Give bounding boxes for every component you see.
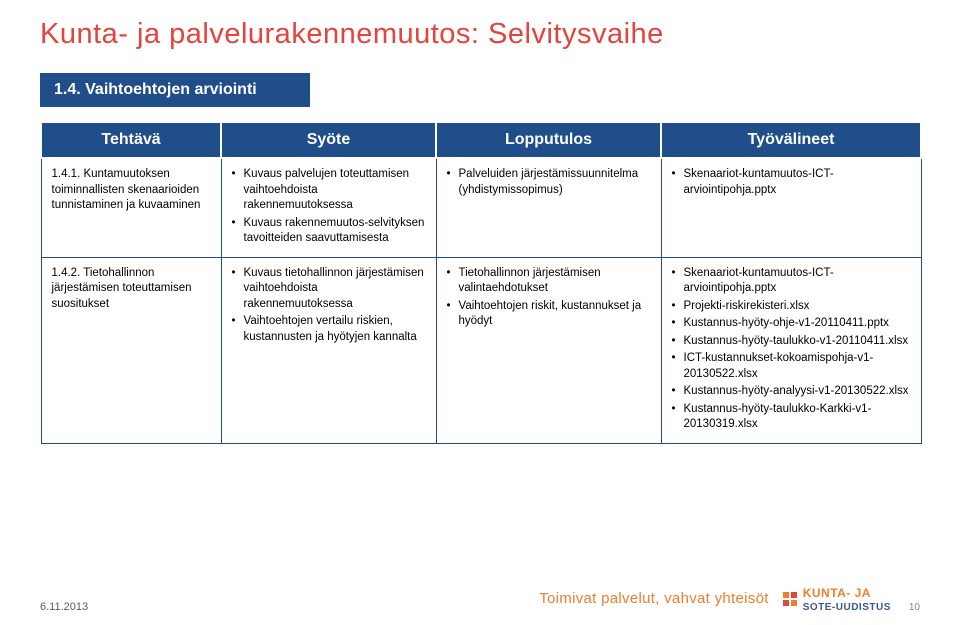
logo-mark-icon (783, 592, 797, 606)
brand-logo: KUNTA- JA SOTE-UUDISTUS (783, 584, 891, 613)
bullet-list: Skenaariot-kuntamuutos-ICT-arviointipohj… (672, 266, 911, 433)
content-table: Tehtävä Syöte Lopputulos Työvälineet 1.4… (40, 121, 922, 444)
logo-text-line1: KUNTA- JA (803, 586, 871, 600)
row-label-text: 1.4.2. Tietohallinnon järjestämisen tote… (52, 266, 211, 313)
row-label: 1.4.2. Tietohallinnon järjestämisen tote… (41, 257, 221, 443)
bullet-list: Kuvaus tietohallinnon järjestämisen vaih… (232, 266, 426, 346)
list-item: Kuvaus rakennemuutos-selvityksen tavoitt… (232, 216, 426, 247)
page-number: 10 (909, 602, 920, 613)
logo-text-line2: SOTE-UUDISTUS (803, 602, 891, 613)
brand-tagline: Toimivat palvelut, vahvat yhteisöt (539, 590, 768, 607)
list-item: Kustannus-hyöty-ohje-v1-20110411.pptx (672, 316, 911, 332)
slide-page: Kunta- ja palvelurakennemuutos: Selvitys… (0, 0, 960, 625)
col-header-lopputulos: Lopputulos (436, 122, 661, 158)
cell-tyovalineet: Skenaariot-kuntamuutos-ICT-arviointipohj… (661, 158, 921, 257)
row-label: 1.4.1. Kuntamuutoksen toiminnallisten sk… (41, 158, 221, 257)
list-item: Projekti-riskirekisteri.xlsx (672, 299, 911, 315)
cell-lopputulos: Tietohallinnon järjestämisen valintaehdo… (436, 257, 661, 443)
list-item: ICT-kustannukset-kokoamispohja-v1-201305… (672, 351, 911, 382)
table-header-row: Tehtävä Syöte Lopputulos Työvälineet (41, 122, 921, 158)
list-item: Vaihtoehtojen riskit, kustannukset ja hy… (447, 299, 651, 330)
cell-lopputulos: Palveluiden järjestämissuunnitelma (yhdi… (436, 158, 661, 257)
row-label-text: 1.4.1. Kuntamuutoksen toiminnallisten sk… (52, 167, 211, 214)
list-item: Kuvaus palvelujen toteuttamisen vaihtoeh… (232, 167, 426, 214)
bullet-list: Tietohallinnon järjestämisen valintaehdo… (447, 266, 651, 330)
list-item: Palveluiden järjestämissuunnitelma (yhdi… (447, 167, 651, 198)
footer-brand: Toimivat palvelut, vahvat yhteisöt KUNTA… (539, 584, 920, 613)
list-item: Kustannus-hyöty-analyysi-v1-20130522.xls… (672, 384, 911, 400)
list-item: Vaihtoehtojen vertailu riskien, kustannu… (232, 314, 426, 345)
section-subtitle: 1.4. Vaihtoehtojen arviointi (40, 73, 310, 107)
table-row: 1.4.2. Tietohallinnon järjestämisen tote… (41, 257, 921, 443)
footer-date: 6.11.2013 (40, 601, 88, 613)
col-header-tehtava: Tehtävä (41, 122, 221, 158)
list-item: Skenaariot-kuntamuutos-ICT-arviointipohj… (672, 167, 911, 198)
cell-tyovalineet: Skenaariot-kuntamuutos-ICT-arviointipohj… (661, 257, 921, 443)
footer: 6.11.2013 Toimivat palvelut, vahvat yhte… (40, 584, 920, 613)
list-item: Kuvaus tietohallinnon järjestämisen vaih… (232, 266, 426, 313)
bullet-list: Skenaariot-kuntamuutos-ICT-arviointipohj… (672, 167, 911, 198)
col-header-tyovalineet: Työvälineet (661, 122, 921, 158)
page-title: Kunta- ja palvelurakennemuutos: Selvitys… (40, 18, 920, 51)
col-header-syote: Syöte (221, 122, 436, 158)
logo-text-block: KUNTA- JA SOTE-UUDISTUS (803, 584, 891, 613)
list-item: Kustannus-hyöty-taulukko-v1-20110411.xls… (672, 334, 911, 350)
list-item: Kustannus-hyöty-taulukko-Karkki-v1-20130… (672, 402, 911, 433)
bullet-list: Kuvaus palvelujen toteuttamisen vaihtoeh… (232, 167, 426, 247)
cell-syote: Kuvaus tietohallinnon järjestämisen vaih… (221, 257, 436, 443)
list-item: Tietohallinnon järjestämisen valintaehdo… (447, 266, 651, 297)
cell-syote: Kuvaus palvelujen toteuttamisen vaihtoeh… (221, 158, 436, 257)
table-row: 1.4.1. Kuntamuutoksen toiminnallisten sk… (41, 158, 921, 257)
bullet-list: Palveluiden järjestämissuunnitelma (yhdi… (447, 167, 651, 198)
list-item: Skenaariot-kuntamuutos-ICT-arviointipohj… (672, 266, 911, 297)
